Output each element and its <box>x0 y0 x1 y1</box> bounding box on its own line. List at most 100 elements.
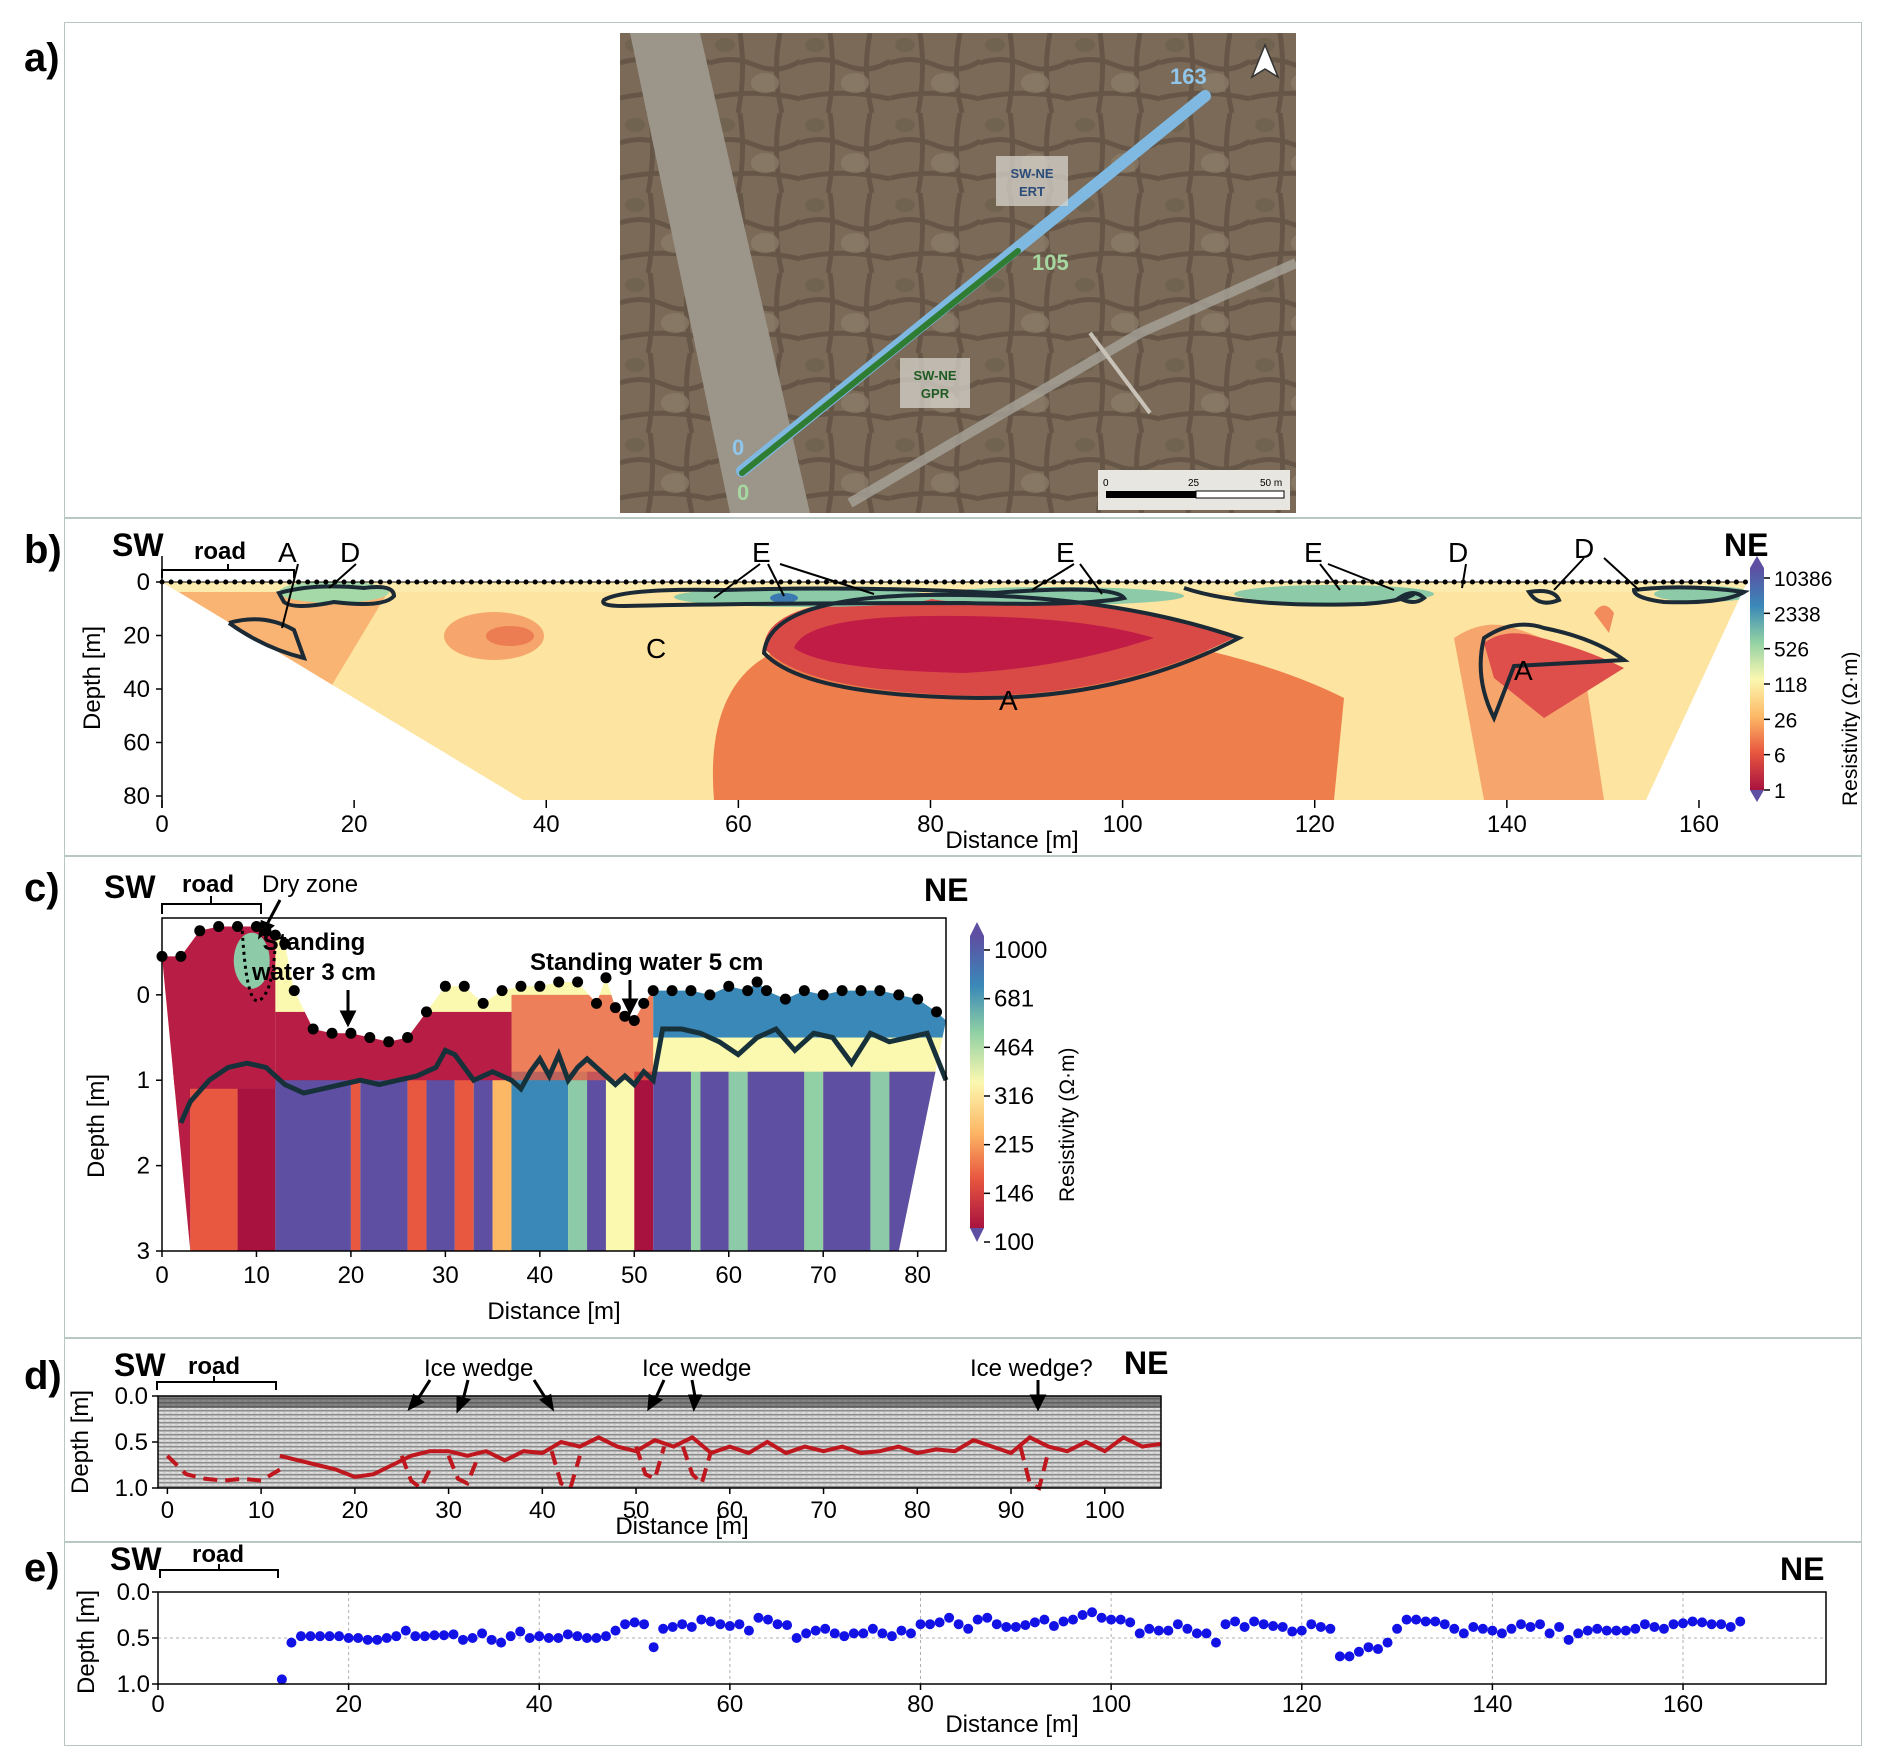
x-tick-label: 140 <box>1487 811 1527 838</box>
thaw-depth-point <box>1735 1616 1746 1627</box>
dry-zone-label: Dry zone <box>262 871 358 898</box>
thaw-depth-point <box>1182 1623 1193 1634</box>
thaw-depth-point <box>1649 1621 1660 1632</box>
thaw-depth-point <box>1315 1621 1326 1632</box>
electrode-dot <box>213 921 225 933</box>
thaw-depth-point <box>1306 1619 1317 1630</box>
resistivity-column <box>823 1071 871 1251</box>
thaw-depth-point <box>686 1621 697 1632</box>
thaw-depth-point <box>1373 1644 1384 1655</box>
thaw-depth-point <box>1392 1623 1403 1634</box>
x-axis-label: Distance [m] <box>487 1298 620 1325</box>
thaw-depth-point <box>696 1614 707 1625</box>
thaw-depth-point <box>1401 1614 1412 1625</box>
ice-wedge-label-2: Ice wedge <box>642 1355 751 1382</box>
thaw-depth-point <box>524 1633 535 1643</box>
thaw-depth-point <box>1601 1625 1612 1636</box>
thaw-depth-point <box>858 1628 869 1639</box>
thaw-depth-point <box>801 1628 812 1639</box>
thaw-depth-point <box>1678 1618 1689 1629</box>
thaw-depth-point <box>1687 1616 1698 1627</box>
thaw-depth-point <box>1010 1621 1021 1632</box>
thaw-depth-point <box>1658 1623 1669 1634</box>
electrode-dot <box>761 985 773 997</box>
x-tick-label: 30 <box>432 1262 459 1289</box>
x-tick-label: 60 <box>717 1691 744 1718</box>
thaw-depth-point <box>1706 1619 1717 1630</box>
x-tick-label: 160 <box>1679 811 1719 838</box>
thaw-depth-point <box>1639 1619 1650 1630</box>
colorbar-tick-label: 1000 <box>994 937 1047 964</box>
x-tick-label: 0 <box>161 1497 174 1524</box>
electrode-dot <box>600 972 612 984</box>
thaw-depth-point <box>1487 1625 1498 1636</box>
thaw-depth-point <box>1382 1637 1393 1648</box>
scale-bar: 0 25 50 m <box>1098 470 1290 510</box>
y-tick-label: 20 <box>123 623 150 650</box>
x-tick-label: 60 <box>725 811 752 838</box>
thaw-depth-point <box>953 1619 964 1630</box>
x-axis-label: Distance [m] <box>615 1513 748 1540</box>
thaw-depth-point <box>782 1620 793 1631</box>
electrode-dot <box>402 1032 414 1044</box>
gpr-label: SW-NE <box>913 368 956 383</box>
thaw-depth-point <box>1353 1646 1364 1657</box>
electrode-dot <box>269 929 281 941</box>
resistivity-block <box>275 1011 512 1081</box>
thaw-depth-point <box>448 1629 459 1640</box>
thaw-depth-point <box>1458 1628 1469 1639</box>
thaw-depth-point <box>1153 1625 1164 1636</box>
x-tick-label: 140 <box>1472 1691 1512 1718</box>
north-arrow-icon <box>1250 43 1280 79</box>
svg-text:GPR: GPR <box>921 386 950 401</box>
resistivity-column <box>700 1071 729 1251</box>
svg-text:C: C <box>646 633 666 664</box>
thaw-depth-point <box>820 1623 831 1634</box>
colorbar-tick-label: 118 <box>1774 674 1807 697</box>
thaw-depth-point <box>1230 1616 1241 1627</box>
thaw-depth-point <box>1087 1607 1098 1618</box>
ice-wedge-line <box>634 1445 667 1482</box>
y-tick-label: 2 <box>137 1153 150 1180</box>
y-tick-label: 0.5 <box>117 1625 150 1652</box>
ne-label-c: NE <box>924 872 968 908</box>
svg-text:E: E <box>1056 537 1075 568</box>
thaw-depth-point <box>600 1631 611 1642</box>
colorbar-tick-label: 1 <box>1774 780 1786 803</box>
thaw-depth-point <box>534 1631 545 1642</box>
panel-label-c: c) <box>24 866 60 910</box>
thaw-depth-point <box>1716 1619 1727 1630</box>
y-tick-label: 1.0 <box>117 1671 150 1698</box>
electrode-dot <box>685 985 697 997</box>
svg-text:A: A <box>1514 655 1533 686</box>
thaw-depth-point <box>1296 1625 1307 1636</box>
resistivity-column <box>511 1071 569 1251</box>
thaw-depth-point <box>1201 1628 1212 1639</box>
thaw-depth-point <box>1125 1617 1136 1628</box>
y-tick-label: 1 <box>137 1067 150 1094</box>
thaw-depth-point <box>848 1628 859 1639</box>
electrode-dot <box>307 1023 319 1035</box>
panel-label-b: b) <box>24 528 62 572</box>
thaw-depth-point <box>1068 1614 1079 1625</box>
thaw-depth-point <box>324 1631 335 1642</box>
x-tick-label: 40 <box>533 811 560 838</box>
thaw-depth-point <box>1058 1616 1069 1627</box>
y-axis-label: Depth [m] <box>79 626 106 730</box>
thaw-depth-point <box>705 1616 716 1627</box>
x-tick-label: 100 <box>1091 1691 1131 1718</box>
y-tick-label: 60 <box>123 730 150 757</box>
thaw-depth-point <box>1077 1610 1088 1620</box>
x-tick-label: 40 <box>529 1497 556 1524</box>
resistivity-column <box>804 1071 824 1251</box>
standing-water-3cm-label: Standing <box>263 929 366 956</box>
electrode-dot <box>345 1027 357 1039</box>
thaw-depth-point <box>896 1625 907 1636</box>
thaw-depth-point <box>610 1625 621 1636</box>
sw-label-d: SW <box>114 1347 166 1383</box>
colorbar-tick-label: 10386 <box>1774 568 1832 591</box>
electrode-dot <box>638 997 650 1009</box>
ert-end-label: 163 <box>1170 64 1207 89</box>
svg-text:0: 0 <box>1103 478 1109 489</box>
thaw-depth-point <box>753 1612 764 1623</box>
